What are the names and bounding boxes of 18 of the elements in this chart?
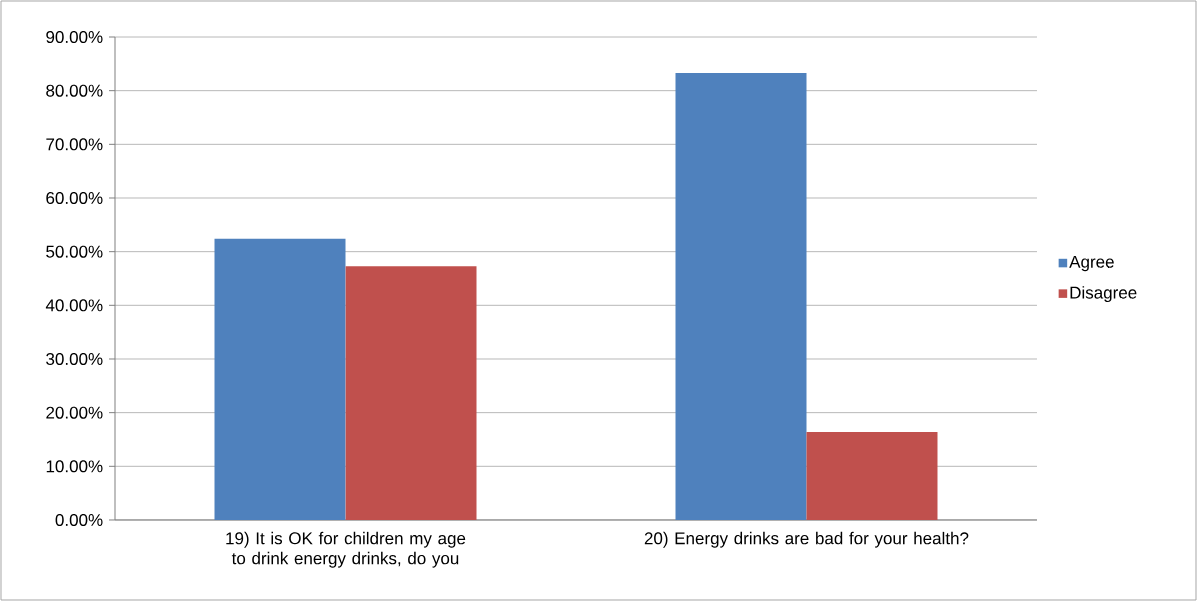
bar (806, 431, 938, 520)
y-tick-label: 90.00% (46, 30, 103, 44)
x-tick-label: 19) It is OK for children my age to drink energy drinks, do you (226, 531, 466, 568)
bar (675, 72, 807, 520)
y-tick-label: 70.00% (46, 138, 103, 151)
x-tick-label: 20) Energy drinks are bad for your health? (644, 531, 969, 548)
bar (345, 266, 477, 520)
y-tick-label: 60.00% (46, 191, 103, 205)
y-tick-label: 50.00% (46, 245, 103, 258)
y-tick-label: 80.00% (46, 84, 103, 97)
y-tick-label: 40.00% (45, 299, 103, 312)
y-tick-label: 30.00% (46, 352, 103, 366)
y-tick-label: 20.00% (46, 406, 103, 419)
legend-label: Disagree (1070, 286, 1137, 303)
legend-label: Agree (1069, 255, 1114, 272)
bar (214, 238, 346, 520)
y-tick-label: 10.00% (46, 460, 103, 473)
y-tick-label: 0.00% (55, 513, 103, 527)
